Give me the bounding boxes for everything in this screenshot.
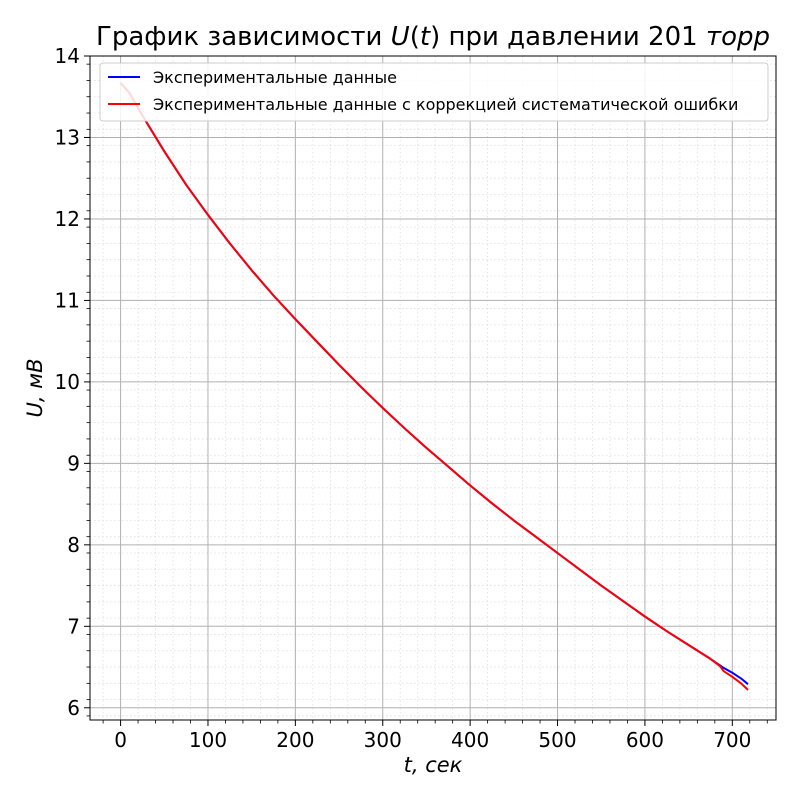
y-tick-label: 7 <box>67 614 80 638</box>
ticks-layer: 0 100 200 300 400 500 600 700 6 7 8 9 10 11 12 13 14 <box>55 44 768 752</box>
major-grid <box>90 55 776 720</box>
y-axis-label: U, мВ <box>23 359 47 418</box>
title-symbol: U <box>391 22 410 52</box>
title-middle: при давлении 201 <box>440 22 706 52</box>
x-tick-label: 200 <box>276 728 314 752</box>
x-tick-label: 600 <box>626 728 664 752</box>
y-tick-label: 10 <box>55 370 80 394</box>
x-tick-label: 400 <box>451 728 489 752</box>
title-arg: t <box>420 22 431 52</box>
series-line-experimental <box>119 82 749 685</box>
y-tick-label: 13 <box>55 125 80 149</box>
legend-box <box>99 62 769 122</box>
y-tick-label: 9 <box>67 451 80 475</box>
y-tick-label: 12 <box>55 207 80 231</box>
title-arg-close: ) <box>430 22 440 52</box>
series-line-corrected <box>119 82 749 691</box>
legend-label-corrected: Экспериментальные данные с коррекцией си… <box>153 95 738 114</box>
x-tick-label: 100 <box>189 728 227 752</box>
x-tick-label: 700 <box>713 728 751 752</box>
legend: Экспериментальные данные Экспериментальн… <box>99 62 769 122</box>
x-tick-label: 500 <box>538 728 576 752</box>
y-tick-label: 11 <box>55 288 80 312</box>
y-tick-label: 14 <box>55 44 80 68</box>
series-layer <box>119 82 749 691</box>
y-tick-label: 6 <box>67 696 80 720</box>
minor-grid <box>90 56 776 720</box>
x-axis-label: t, сек <box>404 753 463 777</box>
title-unit: торр <box>706 22 770 52</box>
title-arg-open: ( <box>410 22 420 52</box>
x-tick-label: 300 <box>364 728 402 752</box>
plot-frame <box>89 55 777 721</box>
y-tick-label: 8 <box>67 533 80 557</box>
chart-title: График зависимости U(t) при давлении 201… <box>96 22 770 52</box>
title-prefix: График зависимости <box>96 22 391 52</box>
legend-label-experimental: Экспериментальные данные <box>153 68 397 87</box>
x-tick-label: 0 <box>114 728 127 752</box>
